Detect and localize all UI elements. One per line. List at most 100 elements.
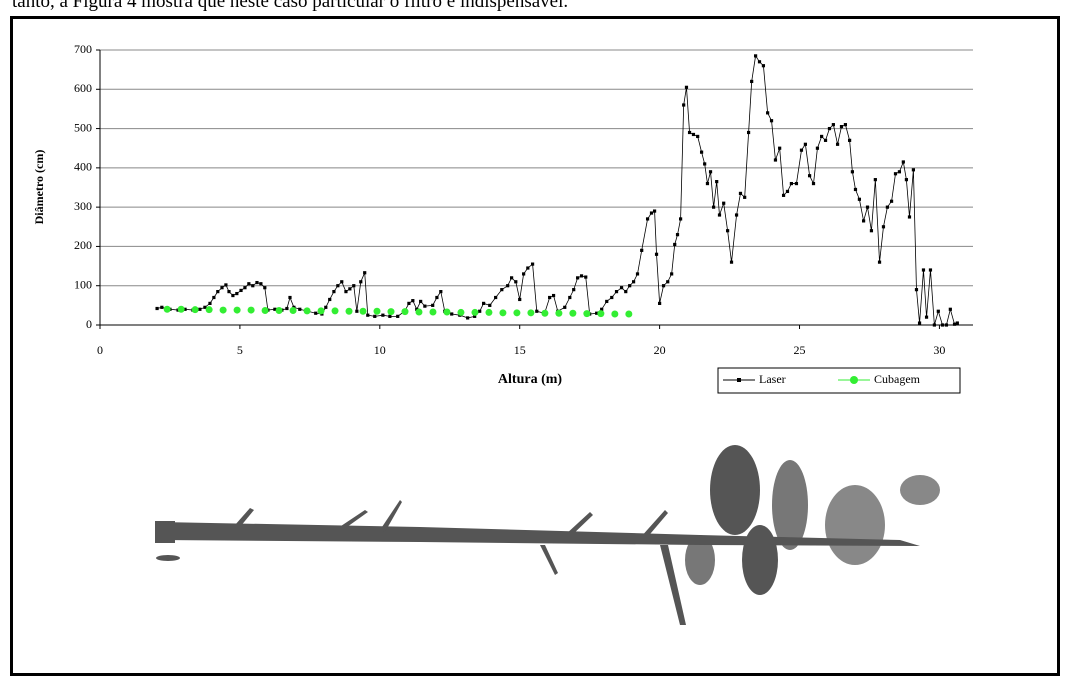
data-point xyxy=(227,290,231,294)
data-point xyxy=(411,299,415,303)
legend-marker xyxy=(737,378,741,382)
data-point xyxy=(345,307,353,315)
x-tick-label: 20 xyxy=(654,343,666,357)
data-point xyxy=(658,301,662,305)
data-point xyxy=(415,308,423,316)
data-point xyxy=(901,160,905,164)
data-point xyxy=(212,295,216,300)
data-point xyxy=(914,288,919,292)
data-point xyxy=(443,308,451,316)
data-point xyxy=(324,305,328,309)
data-point xyxy=(548,295,552,300)
data-point xyxy=(298,307,302,311)
data-point xyxy=(275,306,283,314)
legend-label: Cubagem xyxy=(874,372,921,386)
data-point xyxy=(251,284,255,288)
data-point xyxy=(352,284,356,288)
data-point xyxy=(482,301,486,305)
data-point xyxy=(216,290,220,294)
data-point xyxy=(893,172,898,176)
data-point xyxy=(738,191,743,195)
data-point xyxy=(889,199,894,203)
data-point xyxy=(203,305,207,309)
data-point xyxy=(526,266,530,270)
data-point xyxy=(717,213,722,217)
data-point xyxy=(815,146,820,150)
data-point xyxy=(869,229,874,233)
data-point xyxy=(861,219,866,223)
data-point xyxy=(654,252,659,256)
cloud-part xyxy=(660,545,686,625)
data-point xyxy=(820,134,824,139)
cloud-part xyxy=(380,500,402,532)
data-point xyxy=(541,309,549,317)
x-tick-label: 0 xyxy=(97,343,103,357)
data-point xyxy=(853,187,858,192)
data-point xyxy=(423,304,427,308)
data-point xyxy=(530,262,535,266)
data-point xyxy=(429,308,437,316)
data-point xyxy=(595,311,599,315)
data-point xyxy=(273,307,277,311)
data-point xyxy=(183,307,187,311)
data-point xyxy=(155,306,159,311)
data-point xyxy=(897,170,902,174)
data-point xyxy=(191,306,199,314)
data-point xyxy=(705,181,710,186)
data-point xyxy=(877,260,882,264)
data-point xyxy=(555,309,563,317)
data-point xyxy=(435,295,439,300)
data-point xyxy=(259,282,263,286)
data-point xyxy=(243,286,247,290)
data-point xyxy=(522,272,526,276)
data-point xyxy=(904,178,909,182)
data-point xyxy=(932,323,936,327)
data-point xyxy=(769,119,774,123)
y-axis-label: Diâmetro (cm) xyxy=(32,150,46,225)
data-point xyxy=(827,126,832,131)
data-point xyxy=(466,316,470,320)
data-point xyxy=(239,288,243,293)
data-point xyxy=(500,288,504,292)
data-point xyxy=(761,64,766,68)
data-point xyxy=(684,85,689,89)
data-point xyxy=(231,293,235,298)
data-point xyxy=(789,181,794,186)
data-point xyxy=(485,308,493,316)
y-tick-label: 700 xyxy=(74,42,92,56)
data-point xyxy=(579,274,584,278)
data-point xyxy=(757,60,762,64)
data-point xyxy=(696,134,700,139)
data-point xyxy=(584,275,588,279)
data-point xyxy=(614,290,619,294)
data-point xyxy=(670,272,674,276)
cloud-part xyxy=(335,510,368,532)
data-point xyxy=(850,170,855,174)
data-point xyxy=(661,284,666,288)
data-point xyxy=(450,312,454,316)
data-point xyxy=(373,314,377,318)
data-point xyxy=(332,290,336,294)
y-tick-label: 600 xyxy=(74,81,92,95)
data-point xyxy=(261,306,269,314)
data-point xyxy=(568,295,572,300)
data-point xyxy=(289,306,297,314)
data-point xyxy=(396,314,400,318)
data-point xyxy=(387,308,395,316)
data-point xyxy=(247,306,255,314)
data-point xyxy=(198,307,202,311)
data-point xyxy=(359,307,367,315)
x-axis-label: Altura (m) xyxy=(498,372,562,387)
data-point xyxy=(811,181,816,186)
cloud-part xyxy=(156,555,180,561)
data-point xyxy=(401,308,409,316)
data-point xyxy=(839,125,844,129)
data-point xyxy=(729,260,734,264)
data-point xyxy=(778,146,782,150)
data-point xyxy=(911,168,916,172)
data-point xyxy=(518,297,522,302)
data-point xyxy=(857,197,861,201)
data-point xyxy=(478,309,482,313)
data-point xyxy=(750,79,754,84)
data-point xyxy=(348,287,352,291)
